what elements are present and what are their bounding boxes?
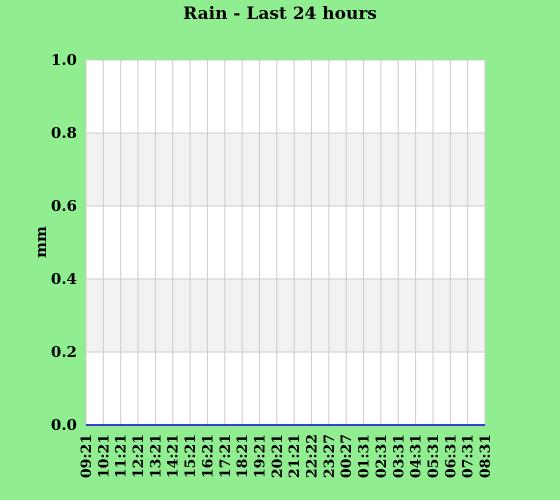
chart-title: Rain - Last 24 hours bbox=[183, 4, 377, 24]
x-tick-label: 00:27 bbox=[339, 434, 355, 478]
y-axis-ticks: 0.0 0.2 0.4 0.6 0.8 1.0 bbox=[51, 51, 77, 434]
x-tick-label: 14:21 bbox=[166, 434, 182, 478]
x-tick-label: 18:21 bbox=[235, 434, 251, 478]
grid-lines bbox=[85, 59, 486, 426]
y-tick-label: 0.0 bbox=[51, 416, 77, 434]
x-tick-label: 07:31 bbox=[461, 434, 477, 478]
grid-band bbox=[86, 279, 485, 352]
x-tick-label: 06:31 bbox=[443, 434, 459, 478]
x-tick-label: 20:21 bbox=[270, 434, 286, 478]
y-tick-label: 1.0 bbox=[51, 51, 77, 69]
y-axis-label: mm bbox=[32, 226, 50, 258]
y-tick-label: 0.6 bbox=[51, 197, 77, 215]
x-tick-label: 12:21 bbox=[131, 434, 147, 478]
x-tick-label: 11:21 bbox=[114, 434, 130, 478]
x-tick-label: 19:21 bbox=[252, 434, 268, 478]
x-tick-label: 05:31 bbox=[426, 434, 442, 478]
x-tick-label: 03:31 bbox=[391, 434, 407, 478]
x-tick-label: 23:27 bbox=[322, 434, 338, 478]
grid-band bbox=[86, 133, 485, 206]
x-tick-label: 09:21 bbox=[79, 434, 95, 478]
x-tick-label: 16:21 bbox=[200, 434, 216, 478]
x-tick-label: 13:21 bbox=[148, 434, 164, 478]
plot-background bbox=[86, 60, 485, 425]
y-tick-label: 0.4 bbox=[51, 270, 77, 288]
x-tick-label: 10:21 bbox=[96, 434, 112, 478]
x-tick-label: 17:21 bbox=[218, 434, 234, 478]
x-tick-label: 08:31 bbox=[478, 434, 494, 478]
x-tick-label: 22:22 bbox=[305, 434, 321, 478]
x-axis-ticks: 09:21 10:21 11:21 12:21 13:21 14:21 15:21 16:21… bbox=[79, 434, 494, 478]
x-tick-label: 04:31 bbox=[409, 434, 425, 478]
plot-area bbox=[86, 60, 485, 425]
y-tick-label: 0.8 bbox=[51, 124, 77, 142]
x-tick-label: 01:31 bbox=[357, 434, 373, 478]
x-tick-label: 15:21 bbox=[183, 434, 199, 478]
y-tick-label: 0.2 bbox=[51, 343, 77, 361]
x-tick-label: 02:31 bbox=[374, 434, 390, 478]
x-tick-label: 21:21 bbox=[287, 434, 303, 478]
